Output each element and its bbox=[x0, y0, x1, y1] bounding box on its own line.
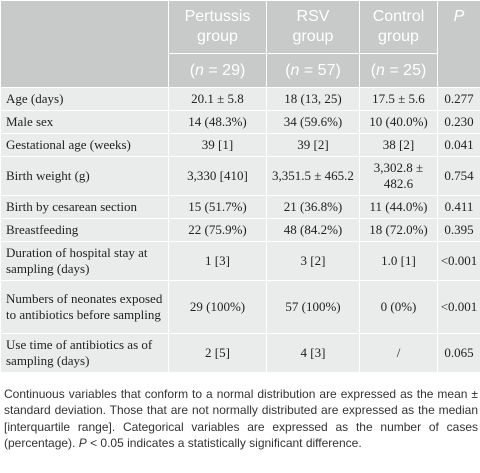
header-empty-cell bbox=[0, 0, 169, 88]
cell-p: 0.395 bbox=[437, 218, 480, 242]
cell-rsv: 34 (59.6%) bbox=[266, 110, 360, 134]
cell-pertussis: 3,330 [410] bbox=[168, 156, 267, 196]
header-control-group: Control group bbox=[359, 0, 438, 54]
cell-control: / bbox=[359, 333, 438, 373]
table-row: Birth weight (g) 3,330 [410] 3,351.5 ± 4… bbox=[0, 156, 480, 196]
cell-control: 11 (44.0%) bbox=[359, 195, 438, 219]
row-label: Male sex bbox=[0, 110, 169, 134]
cell-rsv: 39 [2] bbox=[266, 133, 360, 157]
cell-p: <0.001 bbox=[437, 241, 480, 281]
cell-p: 0.277 bbox=[437, 87, 480, 111]
cell-rsv: 21 (36.8%) bbox=[266, 195, 360, 219]
cell-rsv: 4 [3] bbox=[266, 333, 360, 373]
cell-control: 3,302.8 ± 482.6 bbox=[359, 156, 438, 196]
cell-control: 10 (40.0%) bbox=[359, 110, 438, 134]
cell-control: 0 (0%) bbox=[359, 280, 438, 334]
table-row: Birth by cesarean section 15 (51.7%) 21 … bbox=[0, 195, 480, 219]
row-label: Age (days) bbox=[0, 87, 169, 111]
cell-p: <0.001 bbox=[437, 280, 480, 334]
row-label: Numbers of neonates exposed to antibioti… bbox=[0, 280, 169, 334]
header-pertussis-group: Pertussis group bbox=[168, 0, 267, 54]
cell-p: 0.065 bbox=[437, 333, 480, 373]
row-label: Duration of hospital stay at sampling (d… bbox=[0, 241, 169, 281]
header-pertussis-n: (n = 29) bbox=[168, 53, 267, 88]
row-label: Use time of antibiotics as of sampling (… bbox=[0, 333, 169, 373]
header-rsv-group: RSV group bbox=[266, 0, 360, 54]
table-footnote: Continuous variables that conform to a n… bbox=[4, 387, 478, 451]
table-row: Numbers of neonates exposed to antibioti… bbox=[0, 280, 480, 334]
cell-p: 0.041 bbox=[437, 133, 480, 157]
cell-p: 0.411 bbox=[437, 195, 480, 219]
characteristics-table: Pertussis group RSV group Control group P (… bbox=[0, 0, 480, 373]
cell-control: 18 (72.0%) bbox=[359, 218, 438, 242]
cell-rsv: 57 (100%) bbox=[266, 280, 360, 334]
cell-rsv: 3,351.5 ± 465.2 bbox=[266, 156, 360, 196]
cell-pertussis: 14 (48.3%) bbox=[168, 110, 267, 134]
cell-control: 17.5 ± 5.6 bbox=[359, 87, 438, 111]
cell-rsv: 3 [2] bbox=[266, 241, 360, 281]
cell-p: 0.754 bbox=[437, 156, 480, 196]
table-row: Gestational age (weeks) 39 [1] 39 [2] 38… bbox=[0, 133, 480, 157]
cell-pertussis: 20.1 ± 5.8 bbox=[168, 87, 267, 111]
cell-rsv: 48 (84.2%) bbox=[266, 218, 360, 242]
cell-control: 1.0 [1] bbox=[359, 241, 438, 281]
row-label: Birth weight (g) bbox=[0, 156, 169, 196]
row-label: Birth by cesarean section bbox=[0, 195, 169, 219]
header-p-value: P bbox=[437, 0, 480, 88]
table-row: Duration of hospital stay at sampling (d… bbox=[0, 241, 480, 281]
cell-control: 38 [2] bbox=[359, 133, 438, 157]
row-label: Gestational age (weeks) bbox=[0, 133, 169, 157]
row-label: Breastfeeding bbox=[0, 218, 169, 242]
cell-pertussis: 2 [5] bbox=[168, 333, 267, 373]
header-control-n: (n = 25) bbox=[359, 53, 438, 88]
header-rsv-n: (n = 57) bbox=[266, 53, 360, 88]
table-row: Age (days) 20.1 ± 5.8 18 (13, 25) 17.5 ±… bbox=[0, 87, 480, 111]
table-row: Male sex 14 (48.3%) 34 (59.6%) 10 (40.0%… bbox=[0, 110, 480, 134]
cell-pertussis: 29 (100%) bbox=[168, 280, 267, 334]
table-row: Use time of antibiotics as of sampling (… bbox=[0, 333, 480, 373]
cell-pertussis: 39 [1] bbox=[168, 133, 267, 157]
cell-pertussis: 22 (75.9%) bbox=[168, 218, 267, 242]
cell-pertussis: 1 [3] bbox=[168, 241, 267, 281]
cell-pertussis: 15 (51.7%) bbox=[168, 195, 267, 219]
cell-rsv: 18 (13, 25) bbox=[266, 87, 360, 111]
cell-p: 0.230 bbox=[437, 110, 480, 134]
table-row: Breastfeeding 22 (75.9%) 48 (84.2%) 18 (… bbox=[0, 218, 480, 242]
